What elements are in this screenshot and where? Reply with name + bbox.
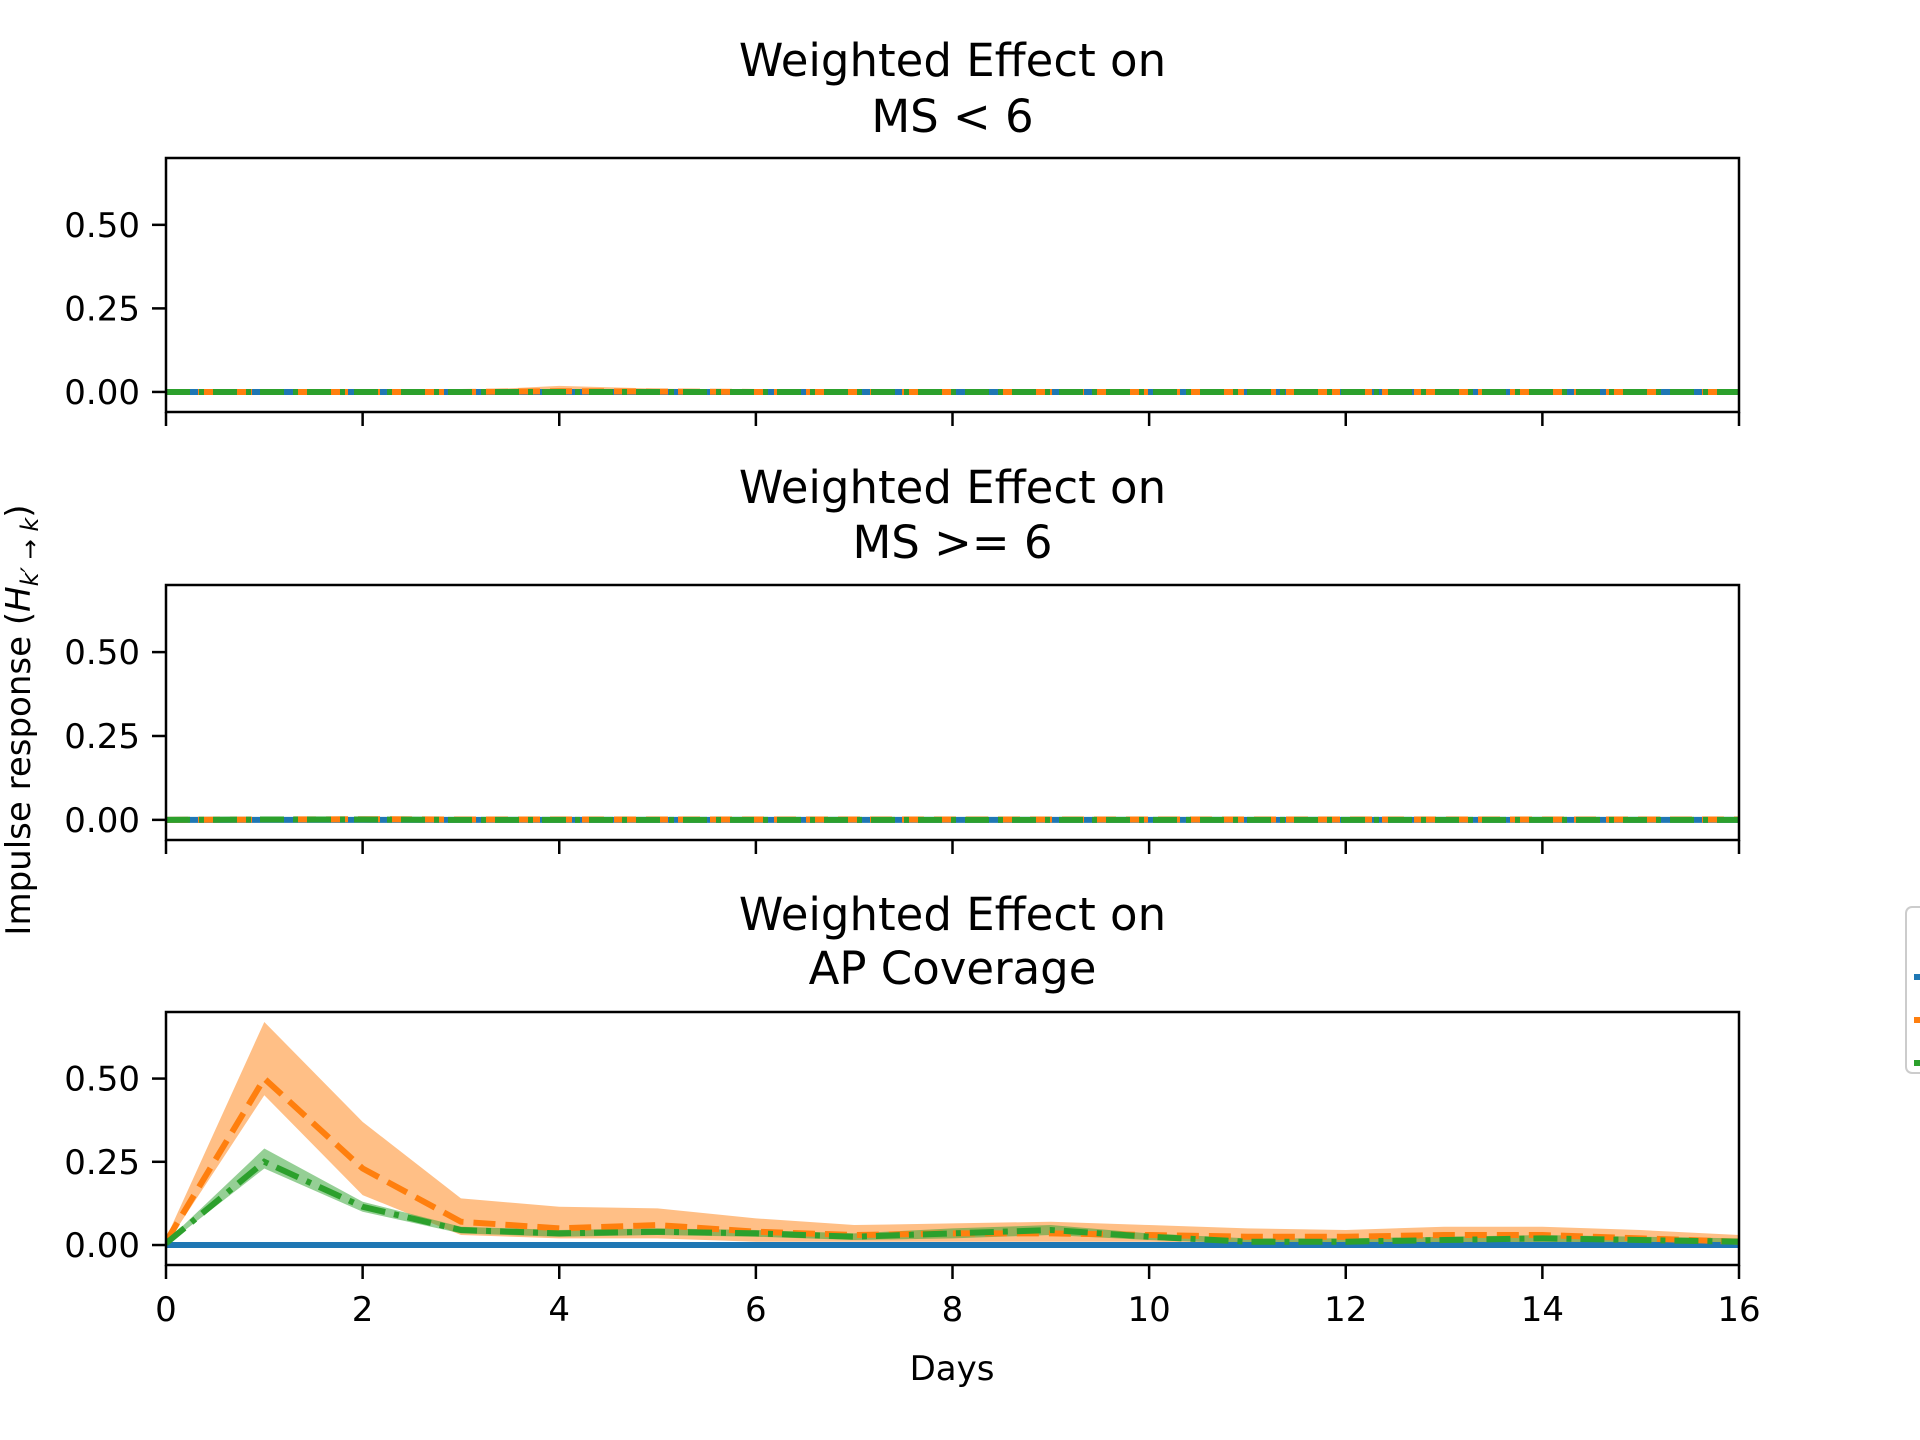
x-tick-label: 2 — [352, 1290, 374, 1330]
y-tick-label: 0.25 — [64, 1143, 140, 1183]
y-tick-label: 0.00 — [64, 373, 140, 413]
plot-area — [166, 1021, 1739, 1249]
x-tick-label: 12 — [1324, 1290, 1367, 1330]
y-tick-label: 0.50 — [64, 1060, 140, 1100]
y-axis-label: Impulse response (Hk′ → k) — [0, 504, 44, 935]
series-line-3 — [166, 1158, 1739, 1246]
x-tick-label: 14 — [1521, 1290, 1564, 1330]
panel-title-line1: Weighted Effect on — [739, 34, 1166, 87]
panel-title-line1: Weighted Effect on — [739, 888, 1166, 941]
y-tick-label: 0.00 — [64, 801, 140, 841]
plot-area — [166, 385, 1739, 395]
y-axis-label-subscript: k′ → k — [16, 517, 44, 587]
plot-area — [166, 816, 1739, 823]
x-tick-label: 10 — [1127, 1290, 1170, 1330]
y-tick-label: 0.50 — [64, 206, 140, 246]
y-axis-label-close: ) — [0, 504, 39, 517]
y-tick-label: 0.00 — [64, 1226, 140, 1266]
series-line-2 — [166, 1073, 1739, 1245]
panel-title-line1: Weighted Effect on — [739, 461, 1166, 514]
x-tick-label: 6 — [745, 1290, 767, 1330]
panel-title-line2: MS < 6 — [871, 90, 1033, 143]
y-tick-label: 0.25 — [64, 289, 140, 329]
x-tick-label: 16 — [1717, 1290, 1760, 1330]
y-axis-label-symbol: H — [0, 586, 39, 612]
panel-title-line2: MS >= 6 — [852, 516, 1052, 569]
x-tick-label: 8 — [942, 1290, 964, 1330]
y-axis-label-text: Impulse response ( — [0, 612, 39, 936]
legend-frame — [1905, 906, 1920, 1074]
legend — [1905, 906, 1920, 1074]
x-axis-label: Days — [910, 1349, 995, 1389]
panel-title-line2: AP Coverage — [809, 942, 1097, 995]
x-tick-label: 0 — [155, 1290, 177, 1330]
y-tick-label: 0.25 — [64, 717, 140, 757]
y-tick-label: 0.50 — [64, 633, 140, 673]
x-tick-label: 4 — [548, 1290, 570, 1330]
